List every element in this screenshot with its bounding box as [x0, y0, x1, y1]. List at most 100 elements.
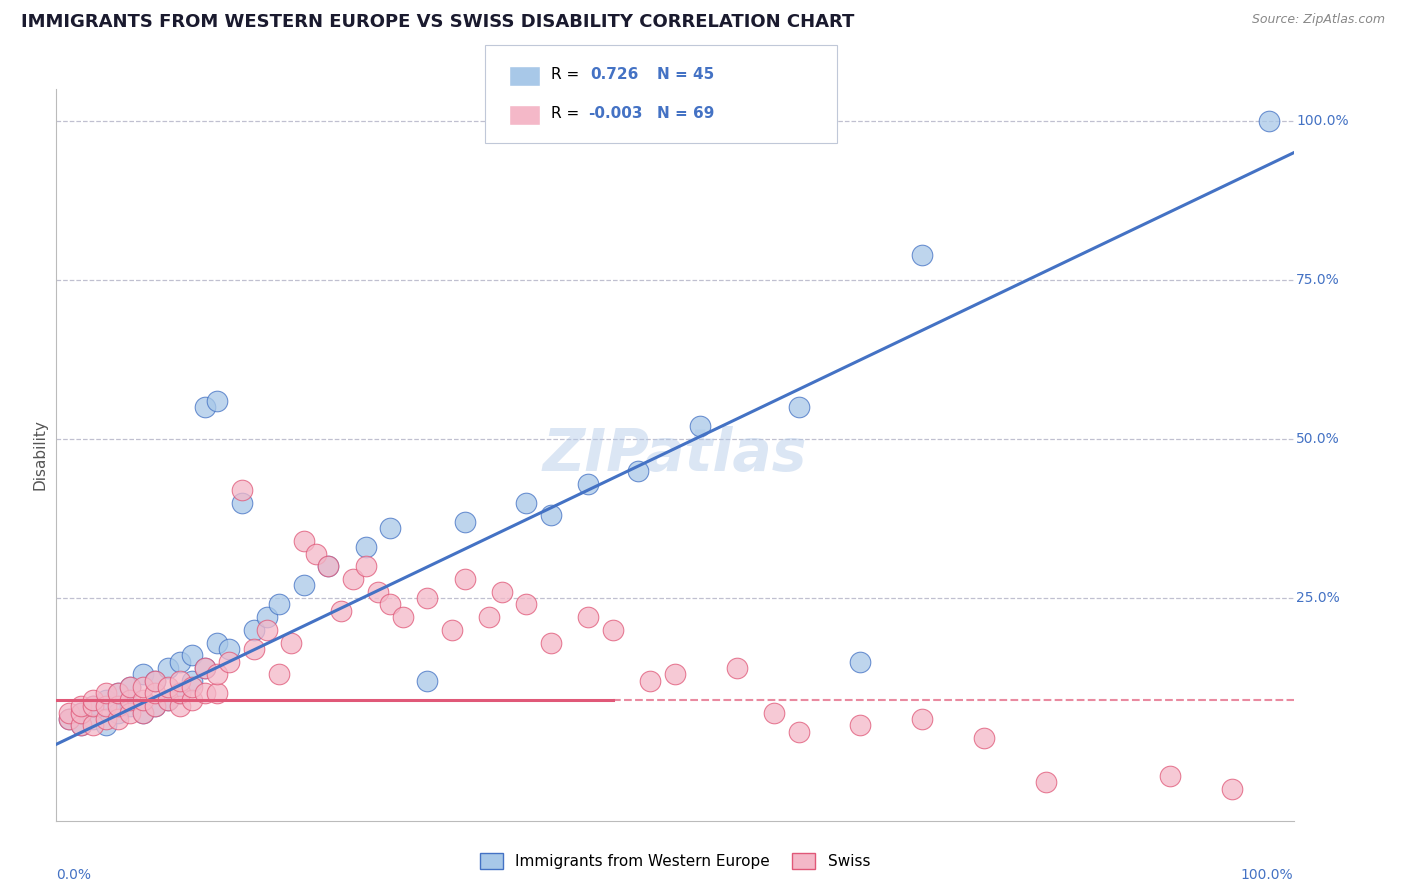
Point	[540, 635, 562, 649]
Point	[94, 693, 117, 707]
Point	[107, 706, 129, 720]
Point	[725, 661, 748, 675]
Point	[94, 699, 117, 714]
Point	[107, 712, 129, 726]
Point	[380, 521, 402, 535]
Point	[380, 598, 402, 612]
Point	[120, 699, 142, 714]
Point	[267, 667, 290, 681]
Point	[231, 495, 253, 509]
Point	[132, 693, 155, 707]
Point	[515, 598, 537, 612]
Point	[70, 718, 93, 732]
Point	[194, 661, 217, 675]
Point	[120, 693, 142, 707]
Y-axis label: Disability: Disability	[32, 419, 48, 491]
Point	[156, 693, 179, 707]
Point	[342, 572, 364, 586]
Point	[58, 712, 80, 726]
Point	[120, 680, 142, 694]
Point	[491, 584, 513, 599]
Point	[70, 699, 93, 714]
Point	[243, 641, 266, 656]
Point	[169, 699, 191, 714]
Point	[82, 718, 104, 732]
Point	[576, 610, 599, 624]
Point	[231, 483, 253, 497]
Text: 100.0%: 100.0%	[1241, 868, 1294, 882]
Point	[602, 623, 624, 637]
Point	[267, 598, 290, 612]
Point	[416, 673, 439, 688]
Point	[107, 686, 129, 700]
Text: -0.003: -0.003	[588, 106, 643, 120]
Point	[181, 648, 204, 663]
Point	[292, 533, 315, 548]
Text: 100.0%: 100.0%	[1296, 114, 1348, 128]
Point	[453, 515, 475, 529]
Text: 75.0%: 75.0%	[1296, 273, 1340, 287]
Point	[107, 699, 129, 714]
Point	[391, 610, 413, 624]
Point	[367, 584, 389, 599]
Point	[143, 699, 166, 714]
Point	[205, 393, 228, 408]
Point	[82, 699, 104, 714]
Text: IMMIGRANTS FROM WESTERN EUROPE VS SWISS DISABILITY CORRELATION CHART: IMMIGRANTS FROM WESTERN EUROPE VS SWISS …	[21, 13, 855, 31]
Point	[318, 559, 340, 574]
Point	[181, 693, 204, 707]
Point	[70, 718, 93, 732]
Point	[143, 673, 166, 688]
Point	[218, 641, 240, 656]
Point	[132, 706, 155, 720]
Point	[169, 686, 191, 700]
Point	[243, 623, 266, 637]
Point	[627, 464, 650, 478]
Point	[107, 686, 129, 700]
Point	[156, 680, 179, 694]
Point	[143, 699, 166, 714]
Point	[58, 706, 80, 720]
Point	[156, 661, 179, 675]
Point	[762, 706, 785, 720]
Point	[205, 635, 228, 649]
Point	[194, 401, 217, 415]
Point	[82, 693, 104, 707]
Point	[120, 680, 142, 694]
Point	[94, 686, 117, 700]
Text: 0.726: 0.726	[591, 67, 638, 81]
Point	[292, 578, 315, 592]
Point	[664, 667, 686, 681]
Point	[849, 718, 872, 732]
Point	[689, 419, 711, 434]
Point	[143, 673, 166, 688]
Point	[911, 247, 934, 261]
Point	[156, 693, 179, 707]
Point	[205, 686, 228, 700]
Point	[787, 401, 810, 415]
Point	[120, 706, 142, 720]
Point	[205, 667, 228, 681]
Point	[132, 706, 155, 720]
Point	[318, 559, 340, 574]
Text: 50.0%: 50.0%	[1296, 432, 1340, 446]
Point	[1257, 114, 1279, 128]
Point	[354, 540, 377, 554]
Point	[82, 699, 104, 714]
Point	[478, 610, 501, 624]
Point	[181, 680, 204, 694]
Point	[441, 623, 464, 637]
Point	[416, 591, 439, 605]
Point	[1159, 769, 1181, 783]
Point	[515, 495, 537, 509]
Text: N = 45: N = 45	[657, 67, 714, 81]
Point	[849, 655, 872, 669]
Text: R =: R =	[551, 67, 589, 81]
Point	[354, 559, 377, 574]
Point	[82, 712, 104, 726]
Text: ZIPatlas: ZIPatlas	[543, 426, 807, 483]
Point	[1220, 781, 1243, 796]
Point	[329, 604, 352, 618]
Point	[70, 706, 93, 720]
Point	[169, 686, 191, 700]
